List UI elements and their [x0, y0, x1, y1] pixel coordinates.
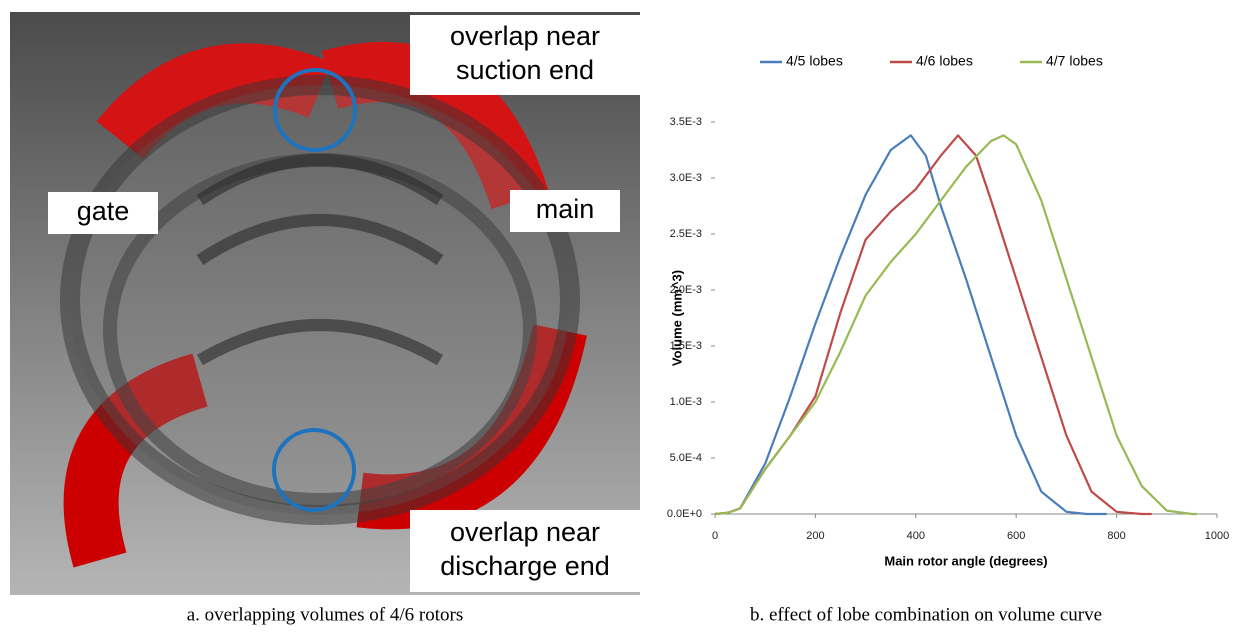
x-axis-title: Main rotor angle (degrees) — [884, 553, 1047, 568]
render-label: overlap near — [450, 517, 600, 547]
rotor-render — [10, 12, 640, 595]
render-label: main — [536, 194, 595, 224]
x-tick-label: 400 — [907, 530, 925, 542]
y-tick-label: 2.5E-3 — [670, 228, 702, 240]
y-tick-label: 5.0E-4 — [670, 452, 702, 464]
render-label: gate — [77, 196, 130, 226]
render-label: suction end — [456, 55, 594, 85]
x-tick-label: 600 — [1007, 530, 1025, 542]
render-label: overlap near — [450, 21, 600, 51]
series-line — [714, 134, 1107, 516]
y-axis-title: Volume (mm^3) — [669, 270, 684, 366]
x-tick-label: 0 — [712, 530, 718, 542]
y-tick-label: 3.0E-3 — [670, 172, 702, 184]
y-tick-label: 0.0E+0 — [667, 508, 702, 520]
y-tick-label: 3.5E-3 — [670, 116, 702, 128]
render-label: discharge end — [440, 551, 610, 581]
y-tick-label: 2.0E-3 — [670, 284, 702, 296]
y-tick-label: 1.5E-3 — [670, 340, 702, 352]
series-line — [714, 134, 1152, 516]
legend-label: 4/6 lobes — [916, 53, 973, 69]
legend-label: 4/5 lobes — [786, 53, 843, 69]
legend-label: 4/7 lobes — [1046, 53, 1103, 69]
x-tick-label: 1000 — [1205, 530, 1229, 542]
y-tick-label: 1.0E-3 — [670, 396, 702, 408]
x-tick-label: 800 — [1107, 530, 1125, 542]
caption-a: a. overlapping volumes of 4/6 rotors — [187, 604, 464, 625]
caption-b: b. effect of lobe combination on volume … — [750, 604, 1102, 625]
x-tick-label: 200 — [806, 530, 824, 542]
series-line — [714, 134, 1197, 516]
